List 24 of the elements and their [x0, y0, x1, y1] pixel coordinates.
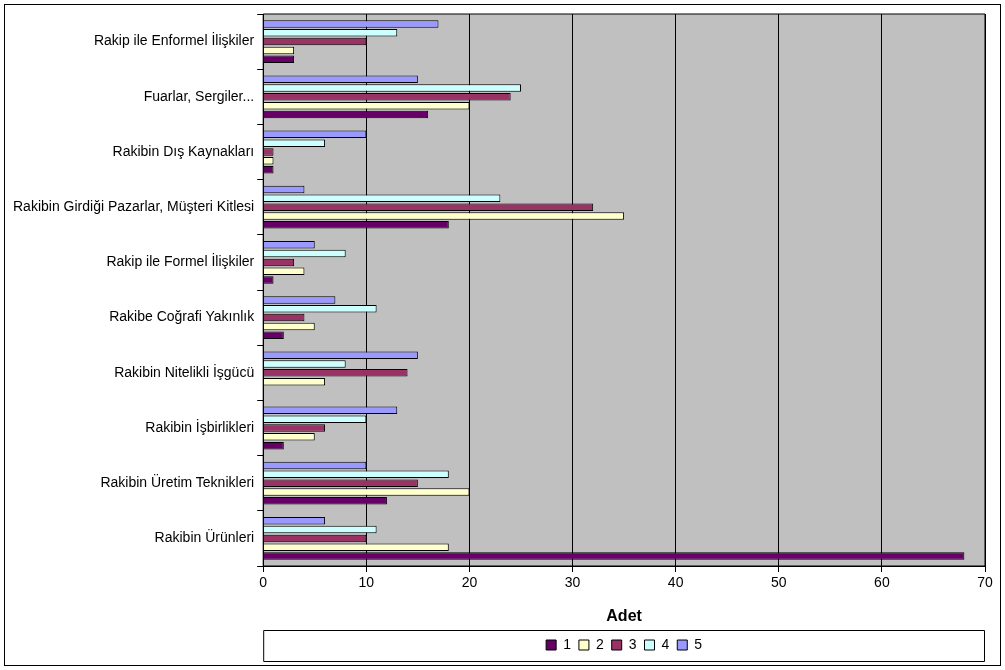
- y-tick-label: Rakibin Ürünleri: [154, 528, 255, 546]
- y-tick-label: Fuarlar, Sergiler...: [143, 87, 255, 104]
- legend-label: 4: [661, 635, 670, 652]
- legend-label: 1: [563, 635, 572, 652]
- x-tick-label: 70: [977, 574, 993, 591]
- x-tick-label: 0: [259, 574, 268, 591]
- y-tick-label: Rakip ile Enformel İlişkiler: [93, 31, 255, 49]
- y-tick-label: Rakibin Dış Kaynakları: [112, 142, 255, 159]
- x-tick-label: 30: [564, 574, 581, 591]
- y-tick-label: Rakibin Girdiği Pazarlar, Müşteri Kitlesi: [12, 198, 255, 215]
- legend-label: 2: [595, 635, 604, 652]
- x-axis-title: Adet: [606, 606, 643, 624]
- x-tick-label: 20: [461, 574, 478, 591]
- legend-label: 3: [628, 635, 637, 652]
- y-tick-label: Rakibin İşbirlikleri: [145, 417, 255, 435]
- x-tick-label: 40: [667, 574, 684, 591]
- y-tick-label: Rakibin Nitelikli İşgücü: [114, 362, 255, 380]
- legend-label: 5: [694, 635, 703, 652]
- x-tick-label: 50: [770, 574, 787, 591]
- y-tick-label: Rakip ile Formel İlişkiler: [106, 252, 255, 270]
- x-tick-label: 60: [874, 574, 890, 591]
- y-tick-label: Rakibin Üretim Teknikleri: [100, 473, 255, 491]
- x-tick-label: 10: [358, 574, 375, 591]
- y-tick-label: Rakibe Coğrafi Yakınlık: [109, 308, 256, 325]
